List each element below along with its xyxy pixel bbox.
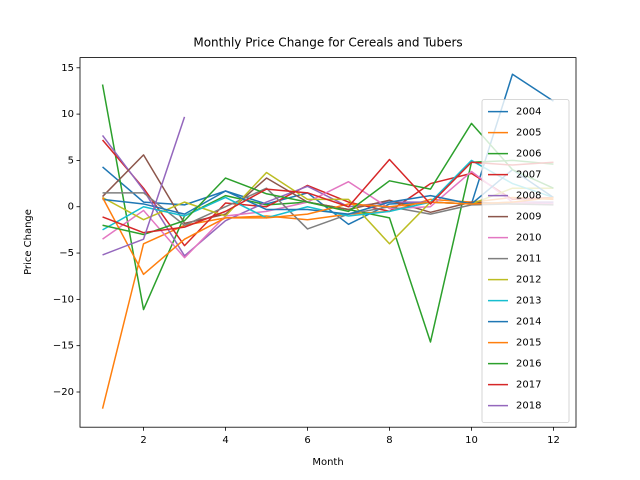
series-line (102, 116, 186, 256)
series-line (102, 158, 554, 234)
x-tick-label: 10 (465, 435, 478, 446)
series-line (101, 139, 554, 247)
legend-label: 2004 (516, 107, 541, 118)
legend-label: 2005 (516, 128, 541, 139)
x-tick-label: 6 (304, 435, 310, 446)
y-tick-label: 0 (68, 202, 74, 213)
series-line (102, 168, 554, 215)
legend-label: 2010 (516, 233, 541, 244)
legend-label: 2007 (516, 170, 541, 181)
legend-label: 2011 (516, 254, 541, 265)
legend-label: 2014 (516, 317, 541, 328)
series-line (101, 196, 554, 276)
x-tick-label: 2 (140, 435, 146, 446)
plot-area (101, 73, 554, 409)
legend-label: 2012 (516, 275, 541, 286)
chart-title: Monthly Price Change for Cereals and Tub… (193, 36, 462, 50)
legend-label: 2013 (516, 296, 541, 307)
y-tick-label: −5 (59, 248, 74, 259)
legend-label: 2018 (516, 401, 541, 412)
x-tick-label: 12 (547, 435, 560, 446)
axes-frame (79, 57, 577, 428)
series-line (102, 170, 554, 259)
x-tick-label: 8 (386, 435, 392, 446)
legend: 2004 2005 2006 2007 2008 2009 2010 2011 2012 2013… (481, 99, 570, 423)
y-tick-label: −20 (53, 387, 74, 398)
y-axis-label: Price Change (23, 209, 34, 275)
legend-label: 2016 (516, 359, 541, 370)
series-line (102, 122, 554, 236)
y-tick-label: 10 (61, 109, 74, 120)
y-tick-label: −10 (53, 294, 74, 305)
legend-label: 2015 (516, 338, 541, 349)
legend-label: 2017 (516, 380, 541, 391)
legend-label: 2009 (516, 212, 541, 223)
legend-label: 2008 (516, 191, 541, 202)
x-axis-label: Month (312, 457, 343, 468)
y-tick-label: −15 (53, 341, 74, 352)
series-line (102, 187, 554, 230)
y-tick-label: 15 (61, 63, 74, 74)
y-tick-label: 5 (68, 155, 74, 166)
legend-label: 2006 (516, 149, 541, 160)
x-tick-label: 4 (222, 435, 228, 446)
